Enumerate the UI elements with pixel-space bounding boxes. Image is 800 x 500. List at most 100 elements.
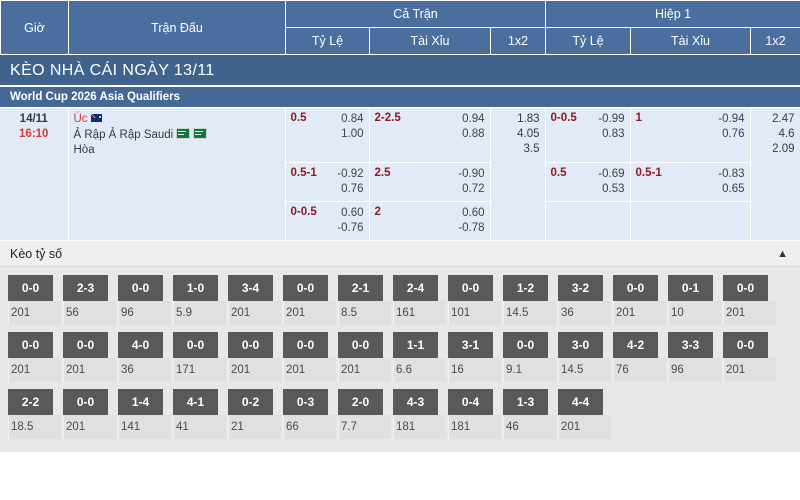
score-odds-item[interactable]: 2-4 161 xyxy=(393,274,446,325)
score-odds-item[interactable]: 1-2 14.5 xyxy=(503,274,556,325)
score-odds-item[interactable]: 3-4 201 xyxy=(228,274,281,325)
score-odds-item[interactable]: 1-1 6.6 xyxy=(393,331,446,382)
x12-half-cell[interactable]: 2.47 4.6 2.09 xyxy=(750,108,800,241)
score-badge[interactable]: 2-0 xyxy=(338,388,383,415)
score-odds-item[interactable]: 0-0 96 xyxy=(118,274,171,325)
score-badge[interactable]: 0-0 xyxy=(8,274,53,301)
handicap-half-row2[interactable]: 0.5 -0.69 0.53 xyxy=(545,162,631,202)
score-odds-item[interactable]: 1-4 141 xyxy=(118,388,171,439)
handicap-half-row3[interactable] xyxy=(545,201,631,241)
score-odds-item[interactable]: 0-0 201 xyxy=(283,274,336,325)
score-badge[interactable]: 0-0 xyxy=(173,331,218,358)
score-odds-item[interactable]: 0-0 201 xyxy=(283,331,336,382)
score-odds-item[interactable]: 2-1 8.5 xyxy=(338,274,391,325)
score-odds-item[interactable]: 0-4 181 xyxy=(448,388,501,439)
score-badge[interactable]: 1-2 xyxy=(503,274,548,301)
score-odds-item[interactable]: 2-2 18.5 xyxy=(8,388,61,439)
overunder-half-row3[interactable] xyxy=(630,201,751,241)
score-odds-item[interactable]: 1-3 46 xyxy=(503,388,556,439)
x12-full-cell[interactable]: 1.83 4.05 3.5 xyxy=(490,108,546,241)
match-teams-cell[interactable]: Úc Ả Rập Ả Rập Saudi Hòa xyxy=(68,108,286,241)
score-badge[interactable]: 0-0 xyxy=(63,331,108,358)
score-odds-item[interactable]: 3-1 16 xyxy=(448,331,501,382)
score-badge[interactable]: 0-2 xyxy=(228,388,273,415)
score-odds-item[interactable]: 4-0 36 xyxy=(118,331,171,382)
score-badge[interactable]: 1-0 xyxy=(173,274,218,301)
score-badge[interactable]: 4-3 xyxy=(393,388,438,415)
score-badge[interactable]: 3-2 xyxy=(558,274,603,301)
score-badge[interactable]: 2-2 xyxy=(8,388,53,415)
score-badge[interactable]: 0-0 xyxy=(118,274,163,301)
score-badge[interactable]: 0-0 xyxy=(338,331,383,358)
overunder-full-row1[interactable]: 2-2.5 0.94 0.88 xyxy=(369,108,491,163)
score-badge[interactable]: 0-0 xyxy=(63,388,108,415)
odd-b: 0.53 xyxy=(602,182,625,195)
score-badge[interactable]: 0-0 xyxy=(283,274,328,301)
handicap-half-row1[interactable]: 0-0.5 -0.99 0.83 xyxy=(545,108,631,163)
score-odds-item[interactable]: 0-1 10 xyxy=(668,274,721,325)
score-odds-item[interactable]: 0-0 201 xyxy=(63,388,116,439)
score-badge[interactable]: 3-0 xyxy=(558,331,603,358)
overunder-line: 1 xyxy=(635,112,642,124)
overunder-full-row2[interactable]: 2.5 -0.90 0.72 xyxy=(369,162,491,202)
league-row[interactable]: World Cup 2026 Asia Qualifiers xyxy=(0,87,800,108)
score-badge[interactable]: 2-4 xyxy=(393,274,438,301)
score-badge[interactable]: 1-1 xyxy=(393,331,438,358)
score-odds-item[interactable]: 0-0 201 xyxy=(613,274,666,325)
overunder-half-row2[interactable]: 0.5-1 -0.83 0.65 xyxy=(630,162,751,202)
score-badge[interactable]: 2-3 xyxy=(63,274,108,301)
score-badge[interactable]: 0-0 xyxy=(613,274,658,301)
score-badge[interactable]: 4-0 xyxy=(118,331,163,358)
score-odds-item[interactable]: 0-0 201 xyxy=(228,331,281,382)
score-badge[interactable]: 0-3 xyxy=(283,388,328,415)
score-odds-item[interactable]: 3-0 14.5 xyxy=(558,331,611,382)
score-odds-item[interactable]: 0-0 171 xyxy=(173,331,226,382)
score-odds-item[interactable]: 2-0 7.7 xyxy=(338,388,391,439)
score-odds-header[interactable]: Kèo tỷ số ▲ xyxy=(0,240,800,267)
score-odds-item[interactable]: 4-4 201 xyxy=(558,388,611,439)
score-odds-item[interactable]: 4-3 181 xyxy=(393,388,446,439)
score-odds-panel: Kèo tỷ số ▲ 0-0 201 2-3 56 0-0 96 1-0 5.9 3-4 201… xyxy=(0,240,800,452)
score-odds-item[interactable]: 0-0 201 xyxy=(63,331,116,382)
score-odd-value: 36 xyxy=(558,300,611,325)
score-odds-item[interactable]: 3-3 96 xyxy=(668,331,721,382)
score-badge[interactable]: 0-0 xyxy=(228,331,273,358)
score-odds-item[interactable]: 0-0 201 xyxy=(8,331,61,382)
score-badge[interactable]: 2-1 xyxy=(338,274,383,301)
score-badge[interactable]: 4-1 xyxy=(173,388,218,415)
score-odds-item[interactable]: 4-1 41 xyxy=(173,388,226,439)
score-badge[interactable]: 0-0 xyxy=(8,331,53,358)
score-odds-item[interactable]: 0-0 9.1 xyxy=(503,331,556,382)
score-badge[interactable]: 4-2 xyxy=(613,331,658,358)
score-badge[interactable]: 0-0 xyxy=(503,331,548,358)
score-odds-item[interactable]: 1-0 5.9 xyxy=(173,274,226,325)
score-badge[interactable]: 0-0 xyxy=(283,331,328,358)
score-badge[interactable]: 1-4 xyxy=(118,388,163,415)
overunder-full-row3[interactable]: 2 0.60 -0.78 xyxy=(369,201,491,241)
score-odds-item[interactable]: 0-0 101 xyxy=(448,274,501,325)
handicap-full-row3[interactable]: 0-0.5 0.60 -0.76 xyxy=(285,201,370,241)
score-badge[interactable]: 0-1 xyxy=(668,274,713,301)
handicap-full-row2[interactable]: 0.5-1 -0.92 0.76 xyxy=(285,162,370,202)
score-badge[interactable]: 3-3 xyxy=(668,331,713,358)
score-odds-item[interactable]: 0-0 201 xyxy=(723,274,776,325)
score-odds-item[interactable]: 0-3 66 xyxy=(283,388,336,439)
score-odds-item[interactable]: 0-2 21 xyxy=(228,388,281,439)
score-badge[interactable]: 0-0 xyxy=(448,274,493,301)
score-odds-item[interactable]: 0-0 201 xyxy=(8,274,61,325)
score-odds-item[interactable]: 4-2 76 xyxy=(613,331,666,382)
overunder-half-row1[interactable]: 1 -0.94 0.76 xyxy=(630,108,751,163)
handicap-full-row1[interactable]: 0.5 0.84 1.00 xyxy=(285,108,370,163)
score-odds-item[interactable]: 0-0 201 xyxy=(723,331,776,382)
score-badge[interactable]: 4-4 xyxy=(558,388,603,415)
score-odds-item[interactable]: 3-2 36 xyxy=(558,274,611,325)
score-badge[interactable]: 0-4 xyxy=(448,388,493,415)
score-odds-item[interactable]: 2-3 56 xyxy=(63,274,116,325)
score-badge[interactable]: 0-0 xyxy=(723,274,768,301)
score-odds-item[interactable]: 0-0 201 xyxy=(338,331,391,382)
score-badge[interactable]: 1-3 xyxy=(503,388,548,415)
score-badge[interactable]: 3-1 xyxy=(448,331,493,358)
score-badge[interactable]: 3-4 xyxy=(228,274,273,301)
score-badge[interactable]: 0-0 xyxy=(723,331,768,358)
collapse-up-icon[interactable]: ▲ xyxy=(777,247,788,260)
